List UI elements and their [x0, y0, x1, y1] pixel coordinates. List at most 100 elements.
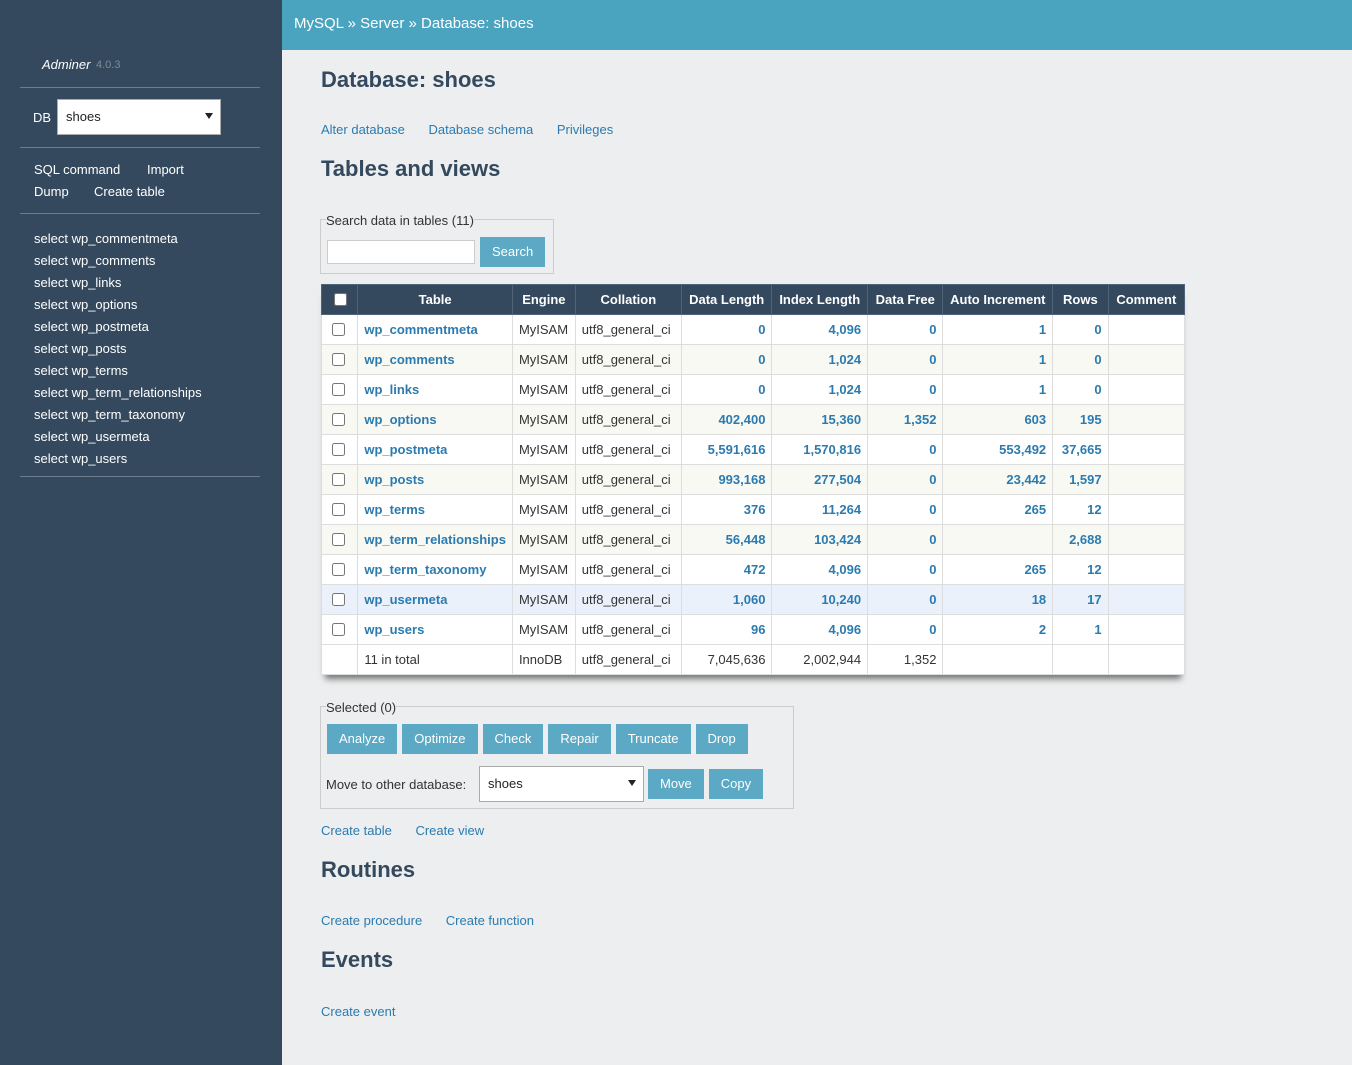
name[interactable]: wp_links: [364, 382, 420, 397]
index-length[interactable]: 10,240: [821, 592, 862, 607]
index-length[interactable]: 103,424: [814, 532, 862, 547]
column-header[interactable]: Comment: [1107, 284, 1186, 315]
data-free[interactable]: 0: [929, 502, 937, 517]
data-length[interactable]: 0: [758, 322, 766, 337]
table-link[interactable]: select wp_users: [34, 451, 128, 466]
link[interactable]: Create function: [445, 913, 534, 928]
rows[interactable]: 12: [1087, 562, 1102, 577]
rows[interactable]: 12: [1087, 502, 1102, 517]
action-button[interactable]: Drop: [695, 724, 748, 754]
checkbox[interactable]: [333, 293, 347, 306]
auto-increment[interactable]: 265: [1024, 562, 1047, 577]
data-free[interactable]: 0: [929, 352, 937, 367]
search-button[interactable]: Search: [480, 237, 546, 267]
auto-increment[interactable]: 23,442: [1006, 472, 1047, 487]
data-length[interactable]: 402,400: [718, 412, 766, 427]
rows[interactable]: 0: [1094, 382, 1102, 397]
sidebar-link[interactable]: SQL command: [34, 162, 121, 177]
checkbox[interactable]: [332, 623, 345, 636]
db-select[interactable]: shoes: [57, 99, 221, 135]
link[interactable]: Create table: [321, 823, 392, 838]
search-input[interactable]: [327, 240, 475, 264]
action-button[interactable]: Copy: [708, 769, 764, 799]
data-length[interactable]: 472: [743, 562, 766, 577]
data-free[interactable]: 0: [929, 322, 937, 337]
crumb[interactable]: MySQL: [294, 15, 344, 32]
name[interactable]: wp_usermeta: [364, 592, 448, 607]
data-free[interactable]: 1,352: [903, 412, 937, 427]
table-link[interactable]: select wp_terms: [34, 363, 128, 378]
column-header[interactable]: Engine: [511, 284, 576, 315]
name[interactable]: wp_options: [364, 412, 437, 427]
table-link[interactable]: select wp_commentmeta: [34, 231, 178, 246]
checkbox[interactable]: [332, 593, 345, 606]
table-link[interactable]: select wp_term_relationships: [34, 385, 202, 400]
table-link[interactable]: select wp_posts: [34, 341, 127, 356]
column-header[interactable]: Index Length: [771, 284, 869, 315]
checkbox[interactable]: [332, 443, 345, 456]
checkbox[interactable]: [332, 413, 345, 426]
rows[interactable]: 195: [1079, 412, 1102, 427]
index-length[interactable]: 1,570,816: [803, 442, 862, 457]
action-button[interactable]: Optimize: [402, 724, 478, 754]
rows[interactable]: 17: [1087, 592, 1102, 607]
link[interactable]: Create event: [321, 1004, 396, 1019]
checkbox[interactable]: [332, 353, 345, 366]
name[interactable]: wp_comments: [364, 352, 455, 367]
data-length[interactable]: 993,168: [718, 472, 766, 487]
sidebar-link[interactable]: Import: [147, 162, 184, 177]
data-free[interactable]: 0: [929, 622, 937, 637]
data-length[interactable]: 5,591,616: [707, 442, 766, 457]
index-length[interactable]: 1,024: [828, 352, 862, 367]
table-link[interactable]: select wp_term_taxonomy: [34, 407, 186, 422]
auto-increment[interactable]: 603: [1024, 412, 1047, 427]
sidebar-link[interactable]: Dump: [34, 184, 69, 199]
rows[interactable]: 0: [1094, 322, 1102, 337]
index-length[interactable]: 4,096: [828, 322, 862, 337]
auto-increment[interactable]: 553,492: [999, 442, 1047, 457]
action-button[interactable]: Truncate: [615, 724, 691, 754]
data-length[interactable]: 376: [743, 502, 766, 517]
data-length[interactable]: 0: [758, 382, 766, 397]
table-link[interactable]: select wp_options: [34, 297, 138, 312]
auto-increment[interactable]: 18: [1031, 592, 1047, 607]
action-button[interactable]: Analyze: [327, 724, 398, 754]
data-free[interactable]: 0: [929, 472, 937, 487]
name[interactable]: wp_terms: [364, 502, 426, 517]
db-select[interactable]: shoes: [479, 766, 644, 802]
name[interactable]: wp_users: [364, 622, 425, 637]
name[interactable]: wp_term_taxonomy: [364, 562, 487, 577]
rows[interactable]: 37,665: [1061, 442, 1102, 457]
column-header[interactable]: Auto Increment: [942, 284, 1054, 315]
data-length[interactable]: 0: [758, 352, 766, 367]
checkbox[interactable]: [332, 323, 345, 336]
index-length[interactable]: 15,360: [821, 412, 862, 427]
index-length[interactable]: 4,096: [828, 562, 862, 577]
rows[interactable]: 0: [1094, 352, 1102, 367]
data-free[interactable]: 0: [929, 442, 937, 457]
column-header[interactable]: Rows: [1052, 284, 1109, 315]
auto-increment[interactable]: 265: [1024, 502, 1047, 517]
data-free[interactable]: 0: [929, 532, 937, 547]
action-link[interactable]: Database schema: [428, 122, 534, 137]
action-button[interactable]: Repair: [548, 724, 611, 754]
action-link[interactable]: Alter database: [321, 122, 405, 137]
table-link[interactable]: select wp_links: [34, 275, 122, 290]
rows[interactable]: 2,688: [1069, 532, 1102, 547]
action-button[interactable]: Check: [482, 724, 544, 754]
auto-increment[interactable]: 1: [1038, 382, 1047, 397]
checkbox[interactable]: [332, 503, 345, 516]
column-header[interactable]: Collation: [574, 284, 682, 315]
crumb[interactable]: Server: [360, 15, 405, 32]
name[interactable]: wp_term_relationships: [364, 532, 506, 547]
app-name[interactable]: Adminer: [42, 57, 91, 72]
auto-increment[interactable]: 1: [1038, 352, 1047, 367]
rows[interactable]: 1,597: [1069, 472, 1102, 487]
auto-increment[interactable]: 1: [1038, 322, 1047, 337]
column-header[interactable]: Data Free: [867, 284, 944, 315]
column-header[interactable]: Table: [357, 284, 513, 315]
data-free[interactable]: 0: [929, 562, 937, 577]
table-link[interactable]: select wp_usermeta: [34, 429, 150, 444]
data-length[interactable]: 96: [750, 622, 766, 637]
table-link[interactable]: select wp_postmeta: [34, 319, 149, 334]
